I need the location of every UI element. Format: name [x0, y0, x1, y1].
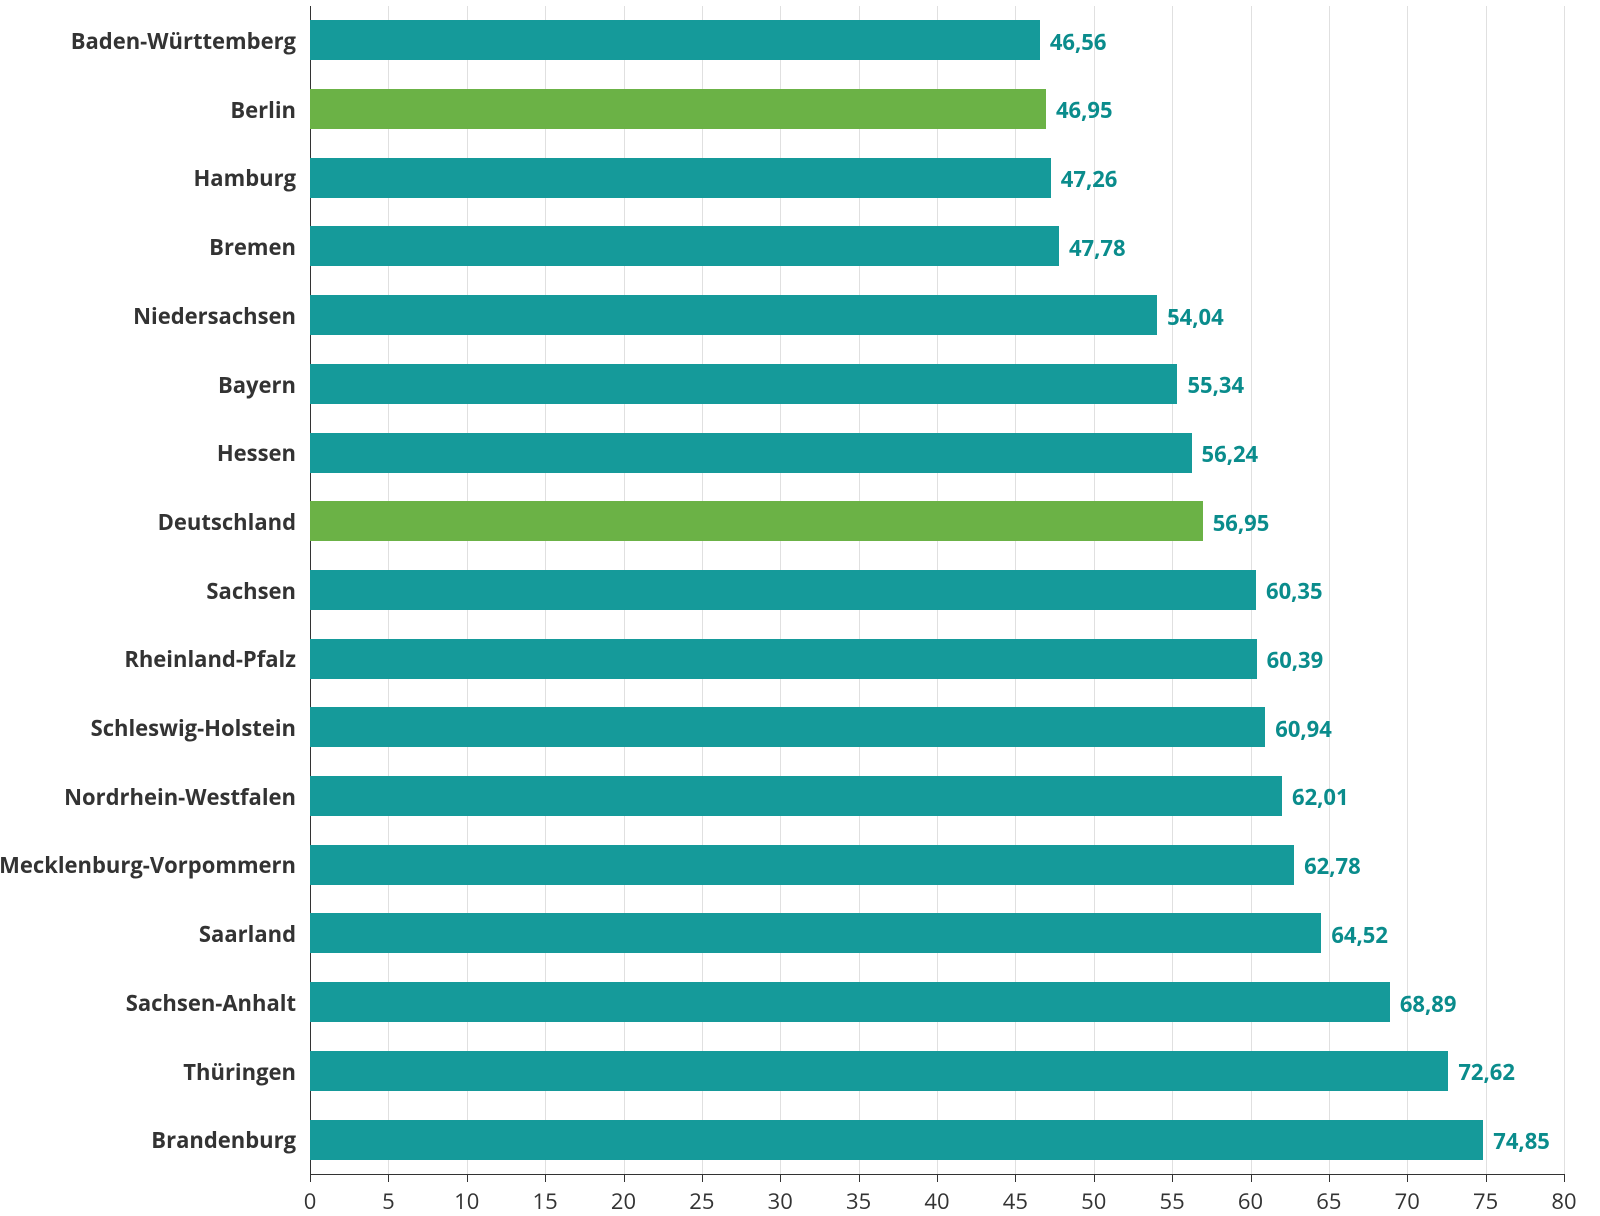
bar-value-label: 54,04 — [1167, 302, 1224, 332]
x-tick-label: 80 — [1551, 1186, 1576, 1216]
x-tick-mark — [1407, 1174, 1408, 1182]
bar-value-label: 64,52 — [1331, 920, 1388, 950]
y-category-label: Hessen — [217, 438, 296, 468]
bar-value-label: 72,62 — [1458, 1057, 1515, 1087]
bar-value-label: 47,78 — [1069, 233, 1126, 263]
bar — [310, 364, 1177, 404]
x-tick-mark — [702, 1174, 703, 1182]
bar-value-label: 55,34 — [1187, 370, 1244, 400]
bar-value-label: 46,56 — [1050, 27, 1107, 57]
bar-value-label: 62,78 — [1304, 851, 1361, 881]
bar — [310, 776, 1282, 816]
y-category-label: Sachsen-Anhalt — [126, 988, 296, 1018]
bar — [310, 433, 1192, 473]
bar — [310, 1120, 1483, 1160]
bar-value-label: 60,94 — [1275, 714, 1332, 744]
bar-value-label: 60,39 — [1267, 645, 1324, 675]
bar — [310, 295, 1157, 335]
x-tick-label: 75 — [1473, 1186, 1498, 1216]
x-tick-label: 50 — [1081, 1186, 1106, 1216]
x-tick-mark — [545, 1174, 546, 1182]
bar-value-label: 68,89 — [1400, 989, 1457, 1019]
x-tick-mark — [1094, 1174, 1095, 1182]
bar-value-label: 56,24 — [1202, 439, 1259, 469]
x-tick-label: 65 — [1316, 1186, 1341, 1216]
y-category-label: Baden-Württemberg — [71, 26, 296, 56]
bar-value-label: 74,85 — [1493, 1126, 1550, 1156]
bar — [310, 226, 1059, 266]
x-tick-mark — [1251, 1174, 1252, 1182]
y-category-label: Deutschland — [158, 507, 296, 537]
x-tick-label: 70 — [1395, 1186, 1420, 1216]
x-tick-label: 35 — [846, 1186, 871, 1216]
x-tick-mark — [1015, 1174, 1016, 1182]
y-category-label: Saarland — [199, 919, 296, 949]
y-category-label: Thüringen — [183, 1057, 296, 1087]
x-tick-mark — [1172, 1174, 1173, 1182]
bar — [310, 20, 1040, 60]
bar — [310, 982, 1390, 1022]
bar-value-label: 62,01 — [1292, 782, 1349, 812]
bar — [310, 501, 1203, 541]
bar — [310, 845, 1294, 885]
bar-value-label: 56,95 — [1213, 508, 1270, 538]
x-axis-line — [310, 1174, 1564, 1175]
x-tick-label: 5 — [382, 1186, 395, 1216]
y-category-label: Brandenburg — [151, 1125, 296, 1155]
y-category-label: Rheinland-Pfalz — [124, 644, 296, 674]
x-tick-label: 20 — [611, 1186, 636, 1216]
bar — [310, 913, 1321, 953]
gridline — [1564, 6, 1565, 1174]
x-tick-label: 55 — [1160, 1186, 1185, 1216]
x-tick-mark — [1329, 1174, 1330, 1182]
y-category-label: Nordrhein-Westfalen — [64, 782, 296, 812]
x-tick-mark — [624, 1174, 625, 1182]
y-category-label: Niedersachsen — [133, 301, 296, 331]
x-tick-label: 10 — [454, 1186, 479, 1216]
x-tick-mark — [1564, 1174, 1565, 1182]
y-category-label: Bayern — [218, 370, 296, 400]
bar — [310, 707, 1265, 747]
plot-area: 05101520253035404550556065707580Baden-Wü… — [310, 6, 1564, 1174]
x-tick-mark — [780, 1174, 781, 1182]
y-category-label: Bremen — [209, 232, 296, 262]
x-tick-mark — [937, 1174, 938, 1182]
y-category-label: Schleswig-Holstein — [91, 713, 296, 743]
bar — [310, 570, 1256, 610]
x-tick-label: 15 — [533, 1186, 558, 1216]
gridline — [1486, 6, 1487, 1174]
y-category-label: Hamburg — [193, 163, 296, 193]
chart-container: 0 5 10 15 20 25 30 35 40 45 50 55 60 65 70 75 80 Baden-Wü… — [0, 0, 1600, 1216]
bar — [310, 158, 1051, 198]
x-tick-label: 25 — [689, 1186, 714, 1216]
x-tick-label: 40 — [924, 1186, 949, 1216]
bar-value-label: 60,35 — [1266, 576, 1323, 606]
x-tick-label: 60 — [1238, 1186, 1263, 1216]
bar-value-label: 47,26 — [1061, 164, 1118, 194]
x-tick-mark — [388, 1174, 389, 1182]
bar — [310, 1051, 1448, 1091]
x-tick-label: 45 — [1003, 1186, 1028, 1216]
x-tick-mark — [467, 1174, 468, 1182]
y-category-label: Berlin — [230, 95, 296, 125]
y-category-label: Mecklenburg-Vorpommern — [0, 850, 296, 880]
x-tick-mark — [1486, 1174, 1487, 1182]
x-tick-mark — [859, 1174, 860, 1182]
x-tick-label: 30 — [768, 1186, 793, 1216]
y-category-label: Sachsen — [206, 576, 296, 606]
bar — [310, 89, 1046, 129]
bar — [310, 639, 1257, 679]
x-tick-mark — [310, 1174, 311, 1182]
x-tick-label: 0 — [304, 1186, 317, 1216]
bar-value-label: 46,95 — [1056, 95, 1113, 125]
